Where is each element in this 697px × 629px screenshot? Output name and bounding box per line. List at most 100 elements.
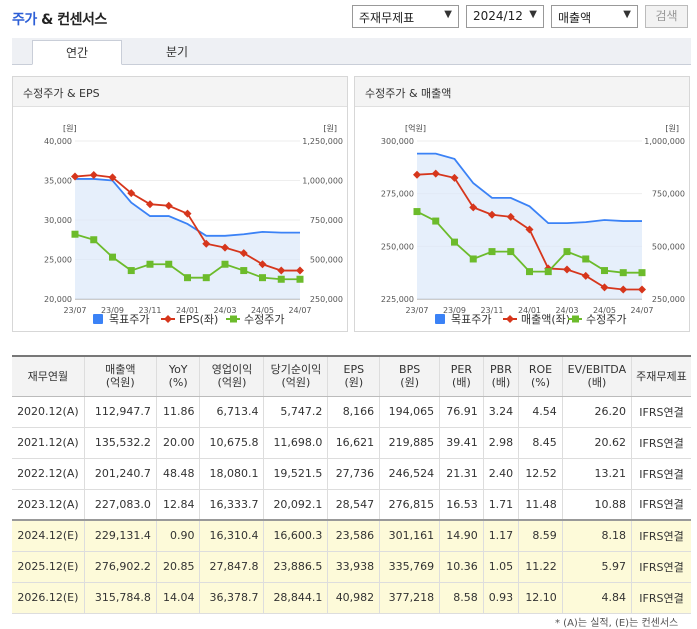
- table-cell: IFRS연결: [630, 489, 691, 521]
- tab-annual[interactable]: 연간: [32, 40, 122, 65]
- table-cell: IFRS연결: [630, 551, 691, 583]
- column-header: 매출액 (억원): [83, 355, 157, 397]
- table-cell: 36,378.7: [199, 582, 264, 614]
- column-header-unit: (원): [344, 376, 364, 390]
- price-point: [526, 268, 533, 276]
- price-point: [127, 267, 135, 275]
- column-header-label: YoY: [168, 363, 188, 377]
- table-cell: 18,080.1: [199, 458, 264, 490]
- left-series-point: [525, 225, 534, 234]
- table-cell: IFRS연결: [630, 519, 691, 552]
- x-tick-label: 24/07: [288, 306, 311, 315]
- price-point: [240, 267, 248, 275]
- x-tick-label: 23/07: [405, 306, 428, 315]
- table-cell: 23,586: [327, 519, 380, 552]
- legend-label: 수정주가: [244, 313, 284, 326]
- table-cell: 12.10: [518, 582, 563, 614]
- table-cell: 23,886.5: [263, 551, 328, 583]
- left-series-point: [413, 170, 421, 179]
- eps-chart: [원] [원] 40,000 35,000 30,000 25,000 20,000 1,25…: [44, 124, 343, 326]
- y-left-tick-label: 40,000: [44, 137, 72, 146]
- table-cell: IFRS연결: [630, 582, 691, 614]
- y-right-tick-label: 500,000: [310, 256, 343, 265]
- x-tick-label: 23/11: [138, 306, 161, 315]
- table-cell: 11.22: [518, 551, 563, 583]
- title-rest: & 컨센서스: [36, 12, 107, 28]
- legend-label: 수정주가: [586, 313, 626, 326]
- price-point: [296, 275, 304, 283]
- table-cell: 33,938: [327, 551, 380, 583]
- price-point: [507, 248, 515, 256]
- column-header: PER (배): [439, 355, 484, 397]
- price-point: [221, 260, 229, 268]
- price-point: [582, 255, 590, 263]
- table-cell: 0.90: [155, 519, 200, 552]
- left-series-point: [239, 249, 248, 258]
- table-cell: 8.45: [518, 427, 563, 459]
- table-cell: 16,310.4: [199, 519, 264, 552]
- price-point: [451, 238, 458, 246]
- table-cell: 276,902.2: [83, 551, 157, 583]
- table-cell: IFRS연결: [630, 396, 691, 428]
- table-cell: 301,161: [379, 519, 440, 552]
- table-cell: 11.48: [518, 489, 563, 521]
- legend-marker-price: [230, 315, 237, 323]
- column-header: 영업이익 (억원): [199, 355, 264, 397]
- right-axis-unit: [원]: [665, 124, 679, 133]
- header: 주가 & 컨센서스 주재무제표 ▼ 2024/12 ▼ 매출액 ▼ 검색: [0, 0, 697, 34]
- table-cell: 5.97: [561, 551, 632, 583]
- table-cell: 8.59: [518, 519, 563, 552]
- table-cell: 2026.12(E): [12, 582, 85, 614]
- price-point: [109, 253, 116, 261]
- chart-panel-eps: 수정주가 & EPS [원] [원] 40,000 35,000 30,000 25,00…: [12, 76, 348, 332]
- x-tick-label: 24/07: [630, 306, 653, 315]
- table-cell: 16.53: [439, 489, 484, 521]
- price-point: [71, 230, 79, 238]
- table-cell: 1.17: [482, 519, 519, 552]
- table-cell: 8,166: [327, 396, 380, 428]
- table-cell: 8.58: [439, 582, 484, 614]
- sales-chart: [억원] [원] 300,000 275,000 250,000 225,000 1,000…: [381, 123, 685, 326]
- table-cell: 135,532.2: [83, 427, 157, 459]
- price-point: [563, 248, 571, 256]
- table-cell: IFRS연결: [630, 427, 691, 459]
- table-cell: 39.41: [439, 427, 484, 459]
- column-header-unit: (배): [452, 376, 471, 390]
- table-cell: 4.54: [518, 396, 563, 428]
- table-cell: 1.05: [482, 551, 519, 583]
- y-left-tick-label: 30,000: [44, 216, 72, 225]
- table-cell: 27,847.8: [199, 551, 264, 583]
- date-select[interactable]: 2024/12 ▼: [466, 5, 544, 28]
- table-cell: 10.88: [561, 489, 632, 521]
- left-series-point: [89, 170, 98, 179]
- table-cell: 2023.12(A): [12, 489, 85, 521]
- tab-quarterly[interactable]: 분기: [165, 45, 189, 59]
- y-left-tick-label: 250,000: [381, 242, 414, 251]
- price-point: [90, 236, 98, 244]
- column-header: EPS (원): [327, 355, 380, 397]
- chevron-down-icon: ▼: [444, 9, 452, 20]
- price-point: [544, 268, 552, 276]
- y-left-tick-label: 35,000: [44, 177, 72, 186]
- chevron-down-icon: ▼: [623, 9, 631, 20]
- search-button[interactable]: 검색: [645, 5, 688, 28]
- financial-type-select[interactable]: 주재무제표 ▼: [352, 5, 459, 28]
- table-cell: 219,885: [379, 427, 440, 459]
- metric-select[interactable]: 매출액 ▼: [551, 5, 638, 28]
- chart-title: 수정주가 & 매출액: [355, 77, 689, 107]
- left-series-point: [450, 173, 459, 182]
- table-cell: 2.98: [482, 427, 519, 459]
- financial-type-value: 주재무제표: [359, 11, 415, 25]
- left-series-point: [488, 210, 496, 219]
- table-cell: 26.20: [561, 396, 632, 428]
- financial-table: 재무연월 매출액 (억원) YoY (%) 영업이익 (억원) 당기순이익 (억원) EPS (원)…: [12, 355, 691, 614]
- column-header-label: 당기순이익: [270, 363, 322, 377]
- table-row: 2023.12(A) 227,083.0 12.84 16,333.7 20,092.1…: [12, 489, 691, 521]
- table-cell: 229,131.4: [83, 519, 157, 552]
- y-right-tick-label: 250,000: [310, 295, 343, 304]
- table-cell: 20.85: [155, 551, 200, 583]
- table-cell: 201,240.7: [83, 458, 157, 490]
- column-header-unit: (억원): [217, 376, 247, 390]
- left-series-point: [164, 201, 173, 210]
- legend-label: 매출액(좌): [521, 313, 570, 326]
